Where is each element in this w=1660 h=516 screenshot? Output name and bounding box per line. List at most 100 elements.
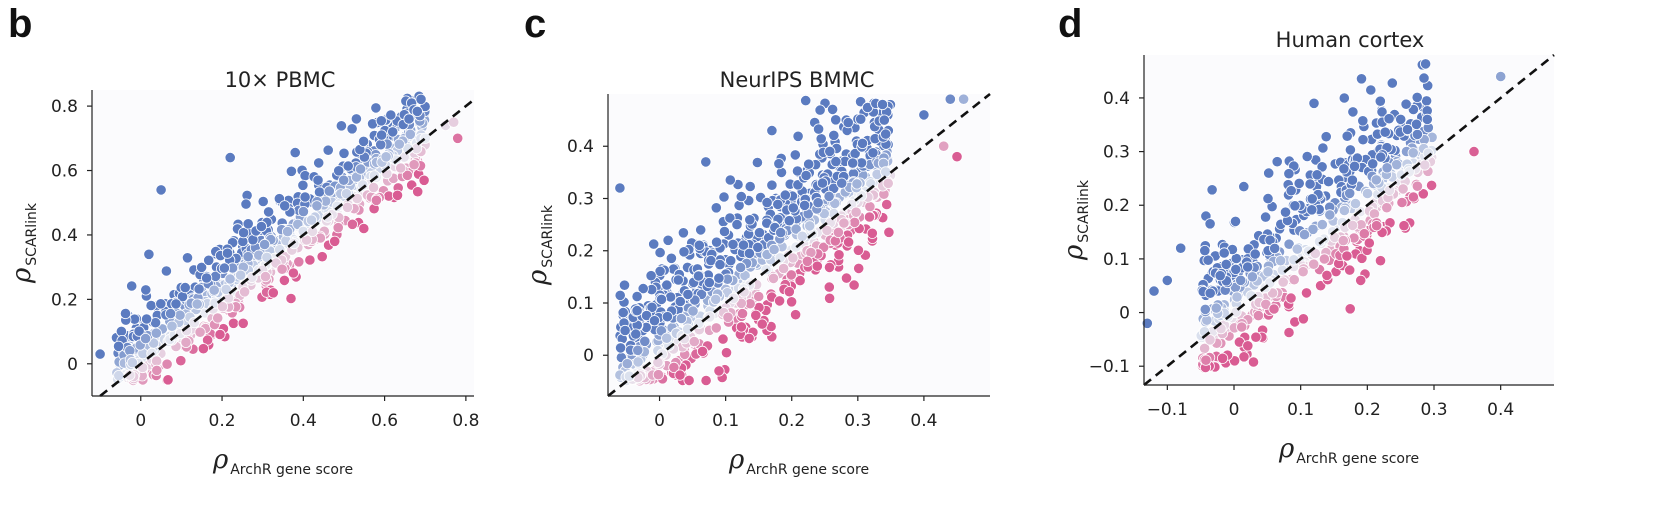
y-tick-label: 0: [583, 346, 594, 366]
y-tick-label: 0.2: [1103, 196, 1130, 216]
data-point: [1246, 271, 1258, 283]
data-point: [1337, 235, 1349, 247]
x-tick-label: 0.4: [1487, 400, 1514, 420]
data-point: [796, 230, 808, 242]
data-point: [181, 252, 194, 264]
data-point: [779, 189, 791, 201]
data-point: [370, 194, 382, 206]
data-point: [94, 348, 106, 360]
data-point: [1344, 264, 1356, 276]
data-point: [126, 356, 138, 369]
data-point: [358, 222, 370, 235]
data-point: [722, 311, 734, 323]
y-tick-label: 0.2: [567, 242, 594, 262]
data-point: [1249, 248, 1261, 260]
data-point: [1370, 220, 1383, 232]
data-point: [1289, 200, 1301, 212]
data-point: [646, 301, 658, 313]
data-point: [1341, 130, 1353, 142]
data-point: [847, 157, 859, 169]
data-point: [1375, 151, 1387, 163]
data-point: [823, 261, 836, 273]
data-point: [323, 185, 335, 197]
data-point: [1308, 258, 1320, 270]
data-point: [1370, 174, 1382, 186]
data-point: [1357, 115, 1369, 127]
data-point: [735, 261, 747, 274]
data-point: [227, 317, 240, 329]
data-point: [1262, 266, 1274, 278]
data-point: [385, 109, 397, 121]
data-point: [852, 244, 864, 256]
data-point: [692, 270, 705, 282]
data-point: [661, 279, 673, 291]
data-point: [814, 104, 826, 116]
data-point: [1236, 321, 1248, 333]
data-point: [630, 328, 642, 340]
data-point: [1218, 247, 1230, 259]
data-point: [767, 272, 780, 284]
data-point: [1411, 128, 1423, 140]
data-point: [710, 322, 722, 334]
data-point: [944, 93, 956, 105]
data-point: [375, 129, 388, 141]
data-point: [1367, 158, 1379, 170]
data-point: [815, 133, 827, 145]
data-point: [619, 324, 631, 337]
data-point: [1238, 181, 1250, 193]
data-point: [848, 216, 861, 228]
data-point: [368, 170, 380, 182]
data-point: [750, 309, 762, 321]
data-point: [278, 274, 290, 286]
data-point: [648, 238, 660, 250]
data-point: [957, 93, 970, 105]
data-point: [452, 132, 464, 144]
data-point: [864, 201, 876, 213]
data-point: [798, 199, 811, 211]
data-point: [731, 219, 743, 231]
data-point: [800, 95, 812, 107]
data-point: [1309, 247, 1321, 260]
data-point: [151, 364, 163, 376]
data-point: [1260, 211, 1272, 223]
data-point: [1401, 123, 1414, 136]
data-point: [703, 276, 715, 289]
data-point: [880, 166, 892, 178]
data-point: [1338, 204, 1350, 217]
data-point: [354, 163, 367, 175]
data-point: [258, 238, 271, 251]
data-point: [1365, 84, 1377, 96]
data-point: [787, 202, 799, 214]
data-point: [639, 335, 651, 347]
data-point: [632, 356, 644, 368]
data-point: [735, 191, 747, 203]
data-point: [728, 292, 740, 304]
data-point: [1148, 285, 1160, 297]
data-point: [411, 105, 423, 118]
data-point: [1204, 334, 1216, 346]
x-tick-label: 0: [654, 411, 665, 431]
data-point: [668, 361, 680, 373]
data-point: [193, 283, 205, 295]
data-point: [1279, 206, 1292, 218]
data-point: [242, 218, 254, 230]
panel-letter: c: [524, 2, 547, 46]
data-point: [304, 254, 316, 266]
data-point: [1383, 184, 1396, 196]
data-point: [1200, 354, 1212, 366]
data-point: [1269, 242, 1281, 254]
data-point: [785, 269, 797, 281]
data-point: [772, 198, 784, 210]
data-point: [718, 225, 731, 238]
data-point: [654, 247, 666, 259]
data-point: [375, 115, 387, 127]
data-point: [777, 262, 790, 275]
scatter-plot-c: 0 0.1 0.2 0.3 0.4 0 0.1 0.2 0.3 0.4 ρ ArchR gene sc…: [523, 92, 991, 478]
data-point: [221, 247, 234, 259]
data-point: [322, 144, 334, 156]
data-point: [811, 260, 823, 272]
data-point: [812, 197, 824, 209]
data-point: [235, 269, 247, 281]
data-point: [1291, 243, 1303, 255]
data-point: [756, 318, 768, 330]
